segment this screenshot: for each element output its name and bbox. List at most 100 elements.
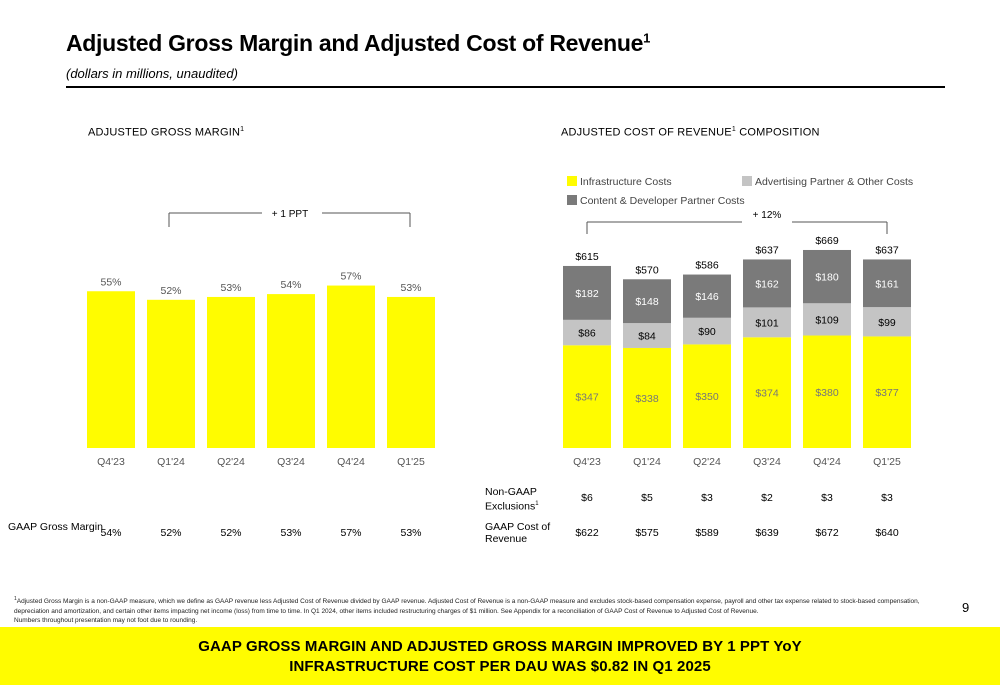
total-value-label: $615 [575, 251, 599, 263]
legend-swatch [742, 176, 752, 186]
non-gaap-exclusion-value: $3 [701, 492, 713, 504]
segment-value-label: $148 [635, 296, 659, 308]
page-number: 9 [962, 600, 970, 615]
stack-segment [863, 307, 911, 337]
total-value-label: $570 [635, 264, 659, 276]
legend-swatch [567, 176, 577, 186]
segment-value-label: $350 [695, 391, 719, 403]
margin-bar [147, 299, 195, 448]
stack-segment [623, 279, 671, 324]
non-gaap-exclusions-label: Non-GAAP Exclusions1 [485, 486, 539, 513]
total-value-label: $637 [875, 244, 899, 256]
non-gaap-exclusion-value: $5 [641, 492, 653, 504]
segment-value-label: $161 [875, 278, 899, 290]
stack-segment [863, 336, 911, 448]
legend-swatch [567, 195, 577, 205]
non-gaap-exclusion-value: $2 [761, 492, 773, 504]
total-value-label: $669 [815, 235, 839, 247]
title-divider [66, 86, 945, 88]
legend-label: Content & Developer Partner Costs [580, 195, 745, 207]
segment-value-label: $380 [815, 387, 839, 399]
segment-value-label: $146 [695, 291, 719, 303]
segment-value-label: $180 [815, 272, 839, 284]
x-tick-label: Q1'25 [397, 456, 425, 468]
page-title: Adjusted Gross Margin and Adjusted Cost … [66, 30, 651, 56]
gaap-gross-margin-value: 52% [220, 527, 241, 539]
x-tick-label: Q3'24 [277, 456, 305, 468]
segment-value-label: $377 [875, 387, 899, 399]
non-gaap-exclusion-value: $6 [581, 492, 593, 504]
segment-value-label: $101 [755, 317, 779, 329]
gaap-cost-of-revenue-value: $640 [875, 527, 899, 539]
stack-segment [803, 249, 851, 304]
gaap-gross-margin-value: 53% [400, 527, 421, 539]
margin-bar [87, 291, 135, 448]
banner-line-2: INFRASTRUCTURE COST PER DAU WAS $0.82 IN… [289, 658, 711, 675]
x-tick-label: Q3'24 [753, 456, 781, 468]
gaap-cost-of-revenue-value: $622 [575, 527, 599, 539]
segment-value-label: $109 [815, 314, 839, 326]
right-chart-title: ADJUSTED COST OF REVENUE1 COMPOSITION [561, 126, 820, 139]
segment-value-label: $90 [698, 326, 716, 338]
stack-segment [743, 307, 791, 338]
segment-value-label: $99 [878, 317, 896, 329]
segment-value-label: $86 [578, 328, 596, 340]
margin-value-label: 54% [280, 279, 301, 291]
gaap-gross-margin-value: 52% [160, 527, 181, 539]
margin-bar [267, 294, 315, 448]
segment-value-label: $338 [635, 393, 659, 405]
margin-value-label: 53% [400, 282, 421, 294]
footnote: 1Adjusted Gross Margin is a non-GAAP mea… [14, 596, 920, 625]
banner-line-1: GAAP GROSS MARGIN AND ADJUSTED GROSS MAR… [198, 638, 802, 655]
stack-segment [623, 323, 671, 348]
margin-value-label: 53% [220, 282, 241, 294]
charts-canvas: 55% Q4'23 52% Q1'24 53% Q2'24 54% Q3'24 57% Q4'24… [87, 176, 913, 539]
stack-segment [683, 317, 731, 345]
stack-segment [563, 345, 611, 448]
stack-segment [743, 337, 791, 448]
gaap-cost-of-revenue-value: $589 [695, 527, 719, 539]
margin-bar [327, 285, 375, 448]
x-tick-label: Q1'24 [157, 456, 185, 468]
margin-value-label: 52% [160, 285, 181, 297]
stack-segment [623, 347, 671, 448]
segment-value-label: $182 [575, 288, 599, 300]
left-chart-title: ADJUSTED GROSS MARGIN1 [88, 126, 245, 139]
x-tick-label: Q4'23 [97, 456, 125, 468]
total-value-label: $637 [755, 244, 779, 256]
margin-bar [207, 296, 255, 448]
gaap-cost-of-revenue-label: GAAP Cost of Revenue [485, 521, 551, 545]
non-gaap-exclusion-value: $3 [881, 492, 893, 504]
stack-segment [803, 335, 851, 448]
margin-value-label: 55% [100, 276, 121, 288]
x-tick-label: Q2'24 [693, 456, 721, 468]
stack-segment [683, 344, 731, 448]
takeaway-banner: GAAP GROSS MARGIN AND ADJUSTED GROSS MAR… [0, 627, 1000, 685]
stack-segment [563, 265, 611, 320]
x-tick-label: Q4'23 [573, 456, 601, 468]
segment-value-label: $162 [755, 278, 779, 290]
stack-segment [803, 303, 851, 336]
stack-segment [863, 259, 911, 308]
segment-value-label: $84 [638, 331, 656, 343]
page-subtitle: (dollars in millions, unaudited) [66, 66, 238, 81]
x-tick-label: Q1'25 [873, 456, 901, 468]
gaap-gross-margin-value: 53% [280, 527, 301, 539]
stack-segment [683, 274, 731, 318]
bracket-label: + 1 PPT [272, 209, 308, 220]
gaap-cost-of-revenue-value: $672 [815, 527, 839, 539]
gaap-gross-margin-label: GAAP Gross Margin [8, 521, 103, 533]
legend-label: Advertising Partner & Other Costs [755, 176, 913, 188]
total-value-label: $586 [695, 260, 719, 272]
legend-label: Infrastructure Costs [580, 176, 672, 188]
non-gaap-exclusion-value: $3 [821, 492, 833, 504]
margin-value-label: 57% [340, 271, 361, 283]
x-tick-label: Q2'24 [217, 456, 245, 468]
x-tick-label: Q4'24 [337, 456, 365, 468]
bracket-label: + 12% [753, 210, 782, 221]
gaap-gross-margin-value: 54% [100, 527, 121, 539]
stack-segment [563, 319, 611, 346]
gaap-cost-of-revenue-value: $575 [635, 527, 659, 539]
gaap-cost-of-revenue-value: $639 [755, 527, 779, 539]
segment-value-label: $374 [755, 388, 779, 400]
